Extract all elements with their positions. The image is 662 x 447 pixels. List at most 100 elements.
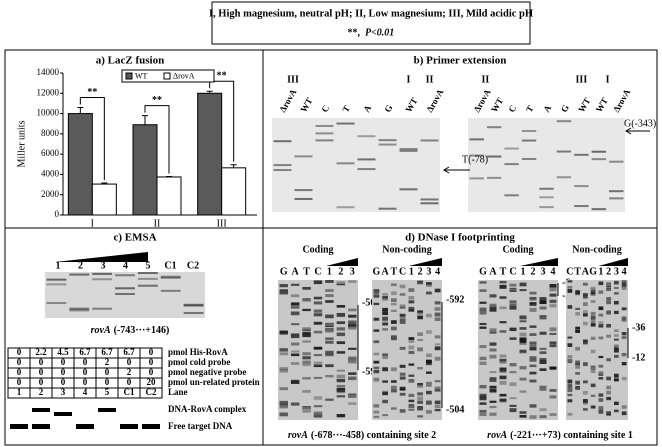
gel-band (382, 391, 388, 396)
gel-band (408, 408, 415, 411)
header-p: P<0.01 (365, 27, 394, 38)
gel-band (499, 375, 507, 380)
gel-band (575, 363, 580, 366)
gel-label: Coding (302, 244, 333, 255)
gel-band (575, 290, 580, 294)
gel-band (489, 330, 497, 334)
gel-band (382, 367, 388, 372)
x-tick-label: II (154, 218, 161, 229)
legend-label: ΔrovA (173, 71, 195, 80)
gel-band (504, 194, 519, 197)
gel-band (408, 403, 415, 408)
gel-band (336, 312, 346, 317)
gel-band (302, 360, 311, 365)
gel-band (574, 185, 589, 188)
lane-label: T (524, 104, 536, 114)
range: (-678···-458) containing site 2 (311, 430, 436, 441)
gel-band (420, 202, 439, 205)
lane-label: A (582, 266, 590, 277)
gene: rovA (487, 430, 507, 441)
gel-band (549, 395, 557, 399)
gel-band (336, 321, 346, 325)
gel-band (590, 366, 596, 370)
row-label: pmol negative probe (168, 367, 246, 377)
gel-band (499, 330, 507, 333)
gel-band (279, 412, 288, 417)
bar (91, 183, 117, 216)
gel-band (598, 406, 604, 411)
gel-band (489, 294, 497, 298)
gel-band (486, 155, 502, 158)
gel-band (336, 281, 346, 284)
lane-label: A (292, 266, 300, 277)
gel-band (382, 311, 388, 316)
gel-band (279, 387, 288, 391)
gel-band (529, 359, 537, 362)
table-cell: 6.7 (101, 347, 113, 357)
gel-band (417, 281, 423, 285)
lane-label: 2 (78, 260, 83, 271)
group-label: III (576, 74, 588, 85)
gel-band (479, 361, 487, 365)
gel-band (357, 168, 376, 171)
gel-band (621, 316, 627, 319)
gel-band (499, 296, 507, 299)
lane-label: 2 (606, 266, 611, 277)
gel-band (519, 282, 527, 287)
gel-band (539, 306, 547, 310)
gel-band (499, 354, 507, 358)
gel-band (567, 399, 573, 402)
gel-band (391, 298, 397, 303)
lane-label: 1 (521, 266, 526, 277)
gel-band (509, 283, 517, 287)
gel-band (489, 405, 497, 409)
gel-band (336, 332, 346, 337)
gel-band (479, 301, 487, 304)
gel-band (583, 401, 588, 405)
gel-band (348, 356, 357, 361)
gel-band (539, 187, 554, 190)
gel-band (373, 317, 380, 321)
position-label: -504 (446, 404, 464, 415)
position-label: -36 (632, 322, 645, 333)
gel-band (378, 143, 397, 146)
gel-band (529, 371, 537, 375)
table-cell: 0 (83, 367, 88, 377)
gel-band (590, 369, 596, 374)
gel-band (583, 391, 588, 395)
gel-band (373, 404, 380, 408)
gel-band (521, 139, 537, 142)
wedge (326, 258, 358, 266)
gene: rovA (91, 325, 111, 336)
gel-band (549, 294, 557, 297)
bar (156, 176, 182, 216)
gel-band (621, 332, 627, 336)
lane-label: 4 (551, 266, 556, 277)
table-cell: 0 (105, 367, 110, 377)
gel-band (539, 196, 554, 199)
gel-band (598, 364, 604, 368)
gel-band (417, 400, 423, 404)
gel-band (614, 401, 619, 406)
gel-band (417, 382, 423, 386)
gel-band (479, 409, 487, 413)
gel-band (279, 348, 288, 352)
lane-label: C (319, 103, 331, 114)
gel-band (373, 415, 380, 419)
gel-band (408, 296, 415, 300)
lane-label: G (382, 103, 394, 114)
gel-band (46, 302, 67, 305)
gel-label: Non-coding (572, 244, 621, 255)
gel-band (575, 360, 580, 363)
panel-frame (4, 49, 658, 446)
lane-label: C (399, 266, 406, 277)
gel-band (313, 364, 323, 367)
gel-band (399, 347, 406, 351)
gel-band (313, 346, 323, 350)
gel-band (373, 294, 380, 298)
gel-band (313, 280, 323, 285)
gel-band (504, 147, 519, 150)
gel-band (426, 353, 432, 358)
gel-band (529, 404, 537, 408)
